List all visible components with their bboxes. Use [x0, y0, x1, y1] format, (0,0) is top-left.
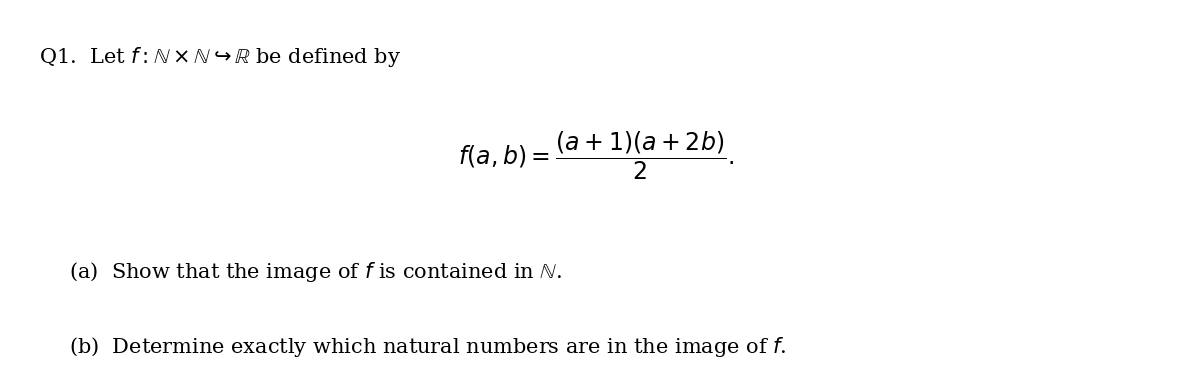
- Text: (b)  Determine exactly which natural numbers are in the image of $f$.: (b) Determine exactly which natural numb…: [69, 335, 787, 359]
- Text: $f(a, b) = \dfrac{(a+1)(a+2b)}{2}.$: $f(a, b) = \dfrac{(a+1)(a+2b)}{2}.$: [458, 130, 734, 182]
- Text: Q1.  Let $f : \mathbb{N} \times \mathbb{N} \hookrightarrow \mathbb{R}$ be define: Q1. Let $f : \mathbb{N} \times \mathbb{N…: [39, 45, 402, 69]
- Text: (a)  Show that the image of $f$ is contained in $\mathbb{N}$.: (a) Show that the image of $f$ is contai…: [69, 260, 561, 285]
